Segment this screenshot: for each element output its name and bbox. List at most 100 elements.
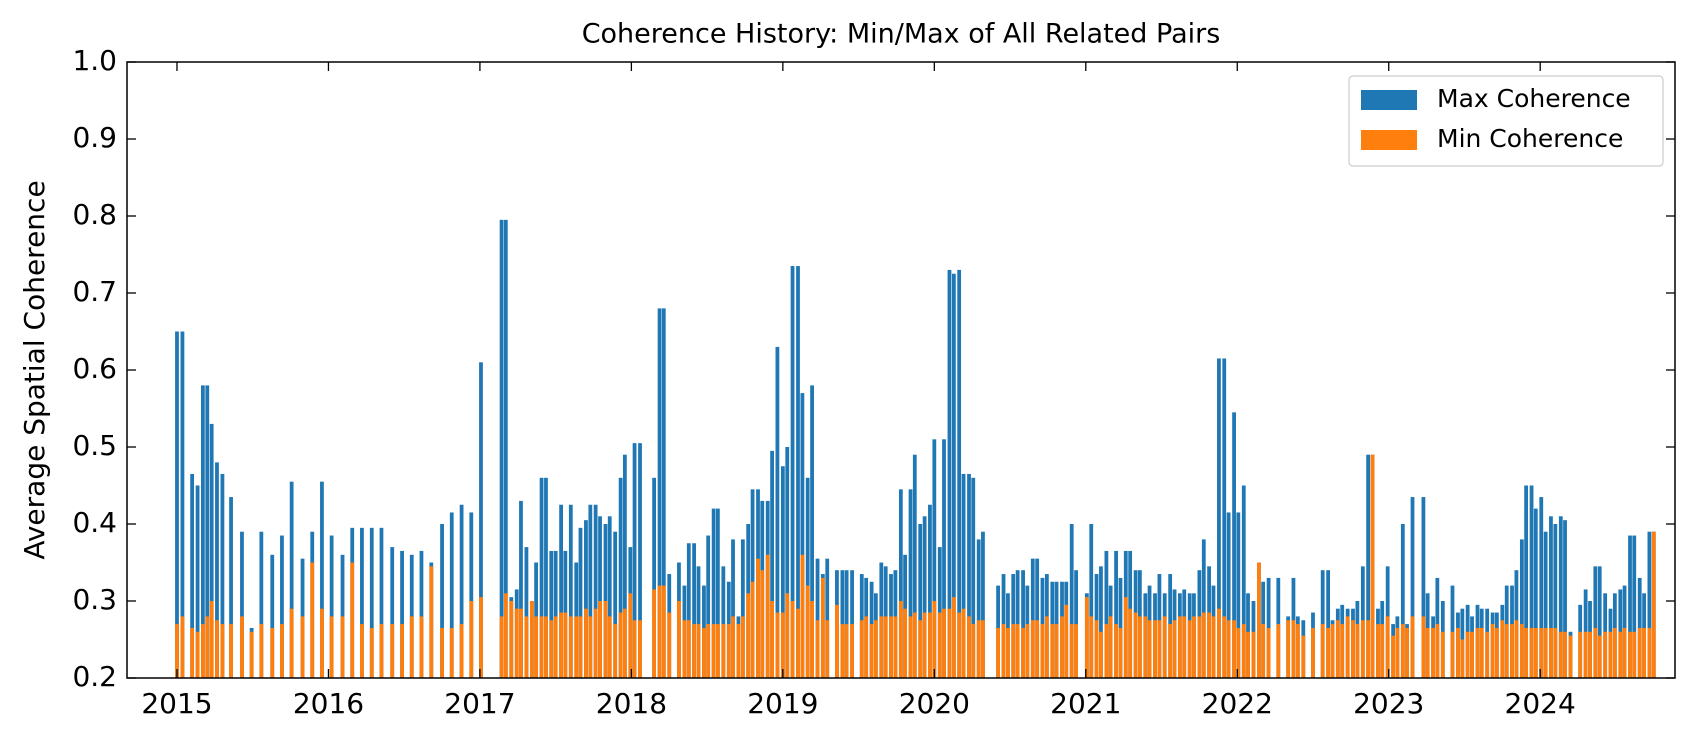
bar xyxy=(840,624,845,678)
bar xyxy=(1168,624,1173,678)
bar xyxy=(1553,627,1558,678)
bar xyxy=(790,266,795,678)
bar xyxy=(912,612,917,678)
bar xyxy=(800,393,805,678)
bar xyxy=(195,485,200,678)
bar xyxy=(1089,524,1094,678)
bar xyxy=(175,331,179,678)
bar xyxy=(503,593,508,678)
bar xyxy=(967,616,971,678)
bar xyxy=(598,601,602,678)
bar xyxy=(967,473,971,678)
bar xyxy=(1340,624,1345,678)
bar xyxy=(350,562,355,678)
bar xyxy=(889,616,893,678)
bar xyxy=(805,477,810,678)
bar xyxy=(1217,608,1221,678)
bar xyxy=(1286,620,1291,678)
bar xyxy=(996,627,1000,678)
bar xyxy=(553,616,558,678)
bar xyxy=(459,624,464,678)
bar xyxy=(1021,627,1025,678)
x-tick-label: 2015 xyxy=(141,687,212,720)
bar xyxy=(908,489,913,678)
bar xyxy=(879,616,884,678)
bar xyxy=(1276,624,1281,678)
x-tick-label: 2016 xyxy=(293,687,364,720)
legend-label: Max Coherence xyxy=(1437,84,1631,113)
bar xyxy=(1345,616,1350,678)
bar xyxy=(479,597,483,678)
bar xyxy=(1021,570,1025,678)
bar xyxy=(1114,550,1118,678)
bar xyxy=(1400,624,1405,678)
bar xyxy=(1257,562,1261,678)
bar xyxy=(1440,631,1445,678)
bar xyxy=(1246,631,1250,678)
y-tick-label: 0.3 xyxy=(72,583,117,616)
bar xyxy=(603,601,608,678)
x-tick-label: 2023 xyxy=(1353,687,1424,720)
bar xyxy=(1232,412,1236,678)
legend-label: Min Coherence xyxy=(1437,124,1623,153)
y-tick-label: 0.8 xyxy=(72,198,117,231)
bar xyxy=(1291,620,1296,678)
bar xyxy=(721,624,726,678)
bar xyxy=(1578,631,1583,678)
bar xyxy=(957,612,962,678)
bar xyxy=(300,616,305,678)
bar xyxy=(588,504,593,678)
bar xyxy=(677,601,681,678)
bar xyxy=(390,624,395,678)
bar xyxy=(765,554,770,678)
bar xyxy=(320,608,324,678)
bar xyxy=(524,547,529,678)
bar xyxy=(529,601,534,678)
bar xyxy=(1064,604,1069,678)
y-tick-label: 0.4 xyxy=(72,506,117,539)
bar xyxy=(440,524,444,678)
bar xyxy=(731,539,735,678)
bar xyxy=(1421,497,1426,678)
bar xyxy=(449,627,454,678)
bar xyxy=(1236,627,1241,678)
bar xyxy=(711,508,716,678)
bar xyxy=(922,516,927,678)
bar xyxy=(1632,535,1637,678)
bar xyxy=(419,550,424,678)
bar xyxy=(682,620,687,678)
bar xyxy=(1114,624,1118,678)
bar xyxy=(1558,516,1563,678)
bar xyxy=(976,620,981,678)
bar xyxy=(1133,612,1138,678)
bar xyxy=(1241,485,1246,678)
bar xyxy=(971,624,976,678)
bar xyxy=(1465,631,1470,678)
bar xyxy=(1192,616,1196,678)
bars xyxy=(175,219,1656,678)
bar xyxy=(951,273,956,678)
bar xyxy=(499,219,504,678)
bar xyxy=(1400,524,1405,678)
bar xyxy=(1366,620,1371,678)
x-tick-label: 2017 xyxy=(444,687,515,720)
bar xyxy=(1622,627,1627,678)
bar xyxy=(1162,616,1167,678)
bar xyxy=(825,558,830,678)
bar xyxy=(180,331,185,678)
bar xyxy=(584,608,588,678)
bar xyxy=(1060,616,1064,678)
bar xyxy=(756,558,760,678)
bar xyxy=(903,608,907,678)
bar xyxy=(835,604,839,678)
bar xyxy=(1030,558,1035,678)
bar xyxy=(607,616,612,678)
bar xyxy=(1360,620,1365,678)
bar xyxy=(706,624,711,678)
bar xyxy=(922,612,927,678)
bar xyxy=(893,616,898,678)
bar xyxy=(1563,520,1567,678)
bar xyxy=(578,616,583,678)
bar xyxy=(519,608,523,678)
bar xyxy=(1040,624,1045,678)
